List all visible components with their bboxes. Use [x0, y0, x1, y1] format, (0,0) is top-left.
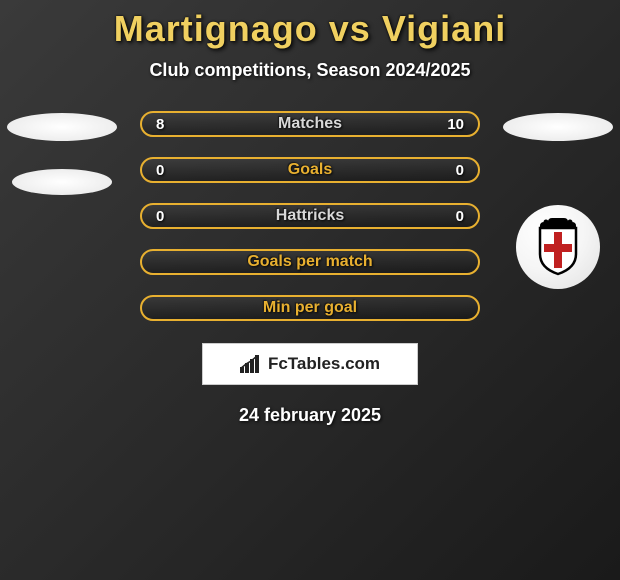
stat-label: Matches	[278, 115, 342, 133]
shield-icon	[534, 218, 582, 276]
stat-right-value: 10	[444, 116, 464, 133]
stat-row-hattricks: 0 Hattricks 0	[140, 203, 480, 229]
club-logo	[516, 205, 600, 289]
page-subtitle: Club competitions, Season 2024/2025	[0, 60, 620, 81]
player-avatar-placeholder	[503, 113, 613, 141]
comparison-card: Martignago vs Vigiani Club competitions,…	[0, 0, 620, 426]
stat-left-value: 8	[156, 116, 176, 133]
brand-attribution[interactable]: FcTables.com	[202, 343, 418, 385]
stat-label: Min per goal	[263, 299, 357, 317]
stat-row-goals: 0 Goals 0	[140, 157, 480, 183]
stat-right-value: 0	[444, 162, 464, 179]
stat-right-value: 0	[444, 208, 464, 225]
bar-chart-icon	[240, 355, 262, 373]
brand-text: FcTables.com	[268, 354, 380, 374]
stats-area: 8 Matches 10 0 Goals 0 0 Hattricks 0 Goals per…	[0, 111, 620, 321]
club-logo-placeholder	[12, 169, 112, 195]
stat-row-min-per-goal: Min per goal	[140, 295, 480, 321]
stat-left-value: 0	[156, 208, 176, 225]
right-player-col	[498, 111, 618, 289]
stat-label: Goals	[288, 161, 332, 179]
player-avatar-placeholder	[7, 113, 117, 141]
date-label: 24 february 2025	[0, 405, 620, 426]
stat-row-goals-per-match: Goals per match	[140, 249, 480, 275]
stat-pills: 8 Matches 10 0 Goals 0 0 Hattricks 0 Goals per…	[140, 111, 480, 321]
stat-row-matches: 8 Matches 10	[140, 111, 480, 137]
stat-label: Hattricks	[276, 207, 344, 225]
page-title: Martignago vs Vigiani	[0, 8, 620, 50]
stat-left-value: 0	[156, 162, 176, 179]
left-player-col	[2, 111, 122, 223]
stat-label: Goals per match	[247, 253, 372, 271]
